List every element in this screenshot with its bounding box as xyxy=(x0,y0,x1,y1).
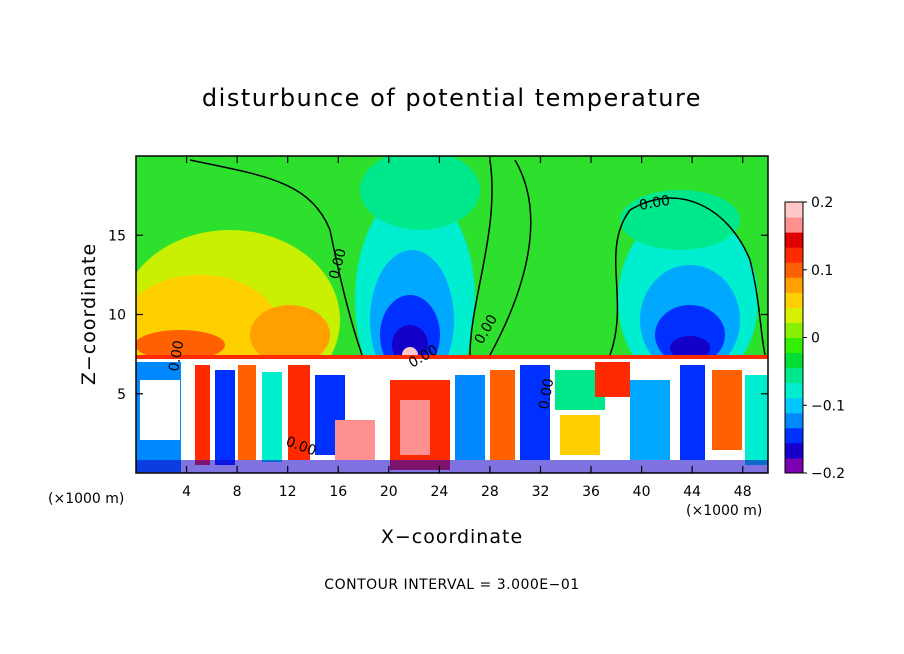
contour-interval-note: CONTOUR INTERVAL = 3.000E−01 xyxy=(324,577,580,593)
x-unit-right: (×1000 m) xyxy=(686,503,763,519)
x-tick-label: 28 xyxy=(481,484,499,500)
x-tick-label: 16 xyxy=(329,484,347,500)
colorbar-swatch xyxy=(785,337,803,354)
colorbar-tick-label: 0.2 xyxy=(811,195,833,211)
y-tick-label: 15 xyxy=(108,228,126,244)
contour-label: 0.00 xyxy=(326,247,350,281)
colorbar-swatch xyxy=(785,412,803,429)
colorbar-swatch xyxy=(785,232,803,248)
colorbar-swatch xyxy=(785,367,803,384)
x-tick-label: 44 xyxy=(683,484,701,500)
colorbar-tick-label: −0.1 xyxy=(811,398,845,414)
colorbar-swatch xyxy=(785,202,803,218)
colorbar: 0.2 0.1 0 −0.1 −0.2 xyxy=(784,195,845,482)
x-tick-label: 8 xyxy=(233,484,242,500)
colorbar-swatch xyxy=(785,397,803,414)
colorbar-swatch xyxy=(785,247,803,263)
x-axis-label: X−coordinate xyxy=(380,526,524,548)
colorbar-swatch xyxy=(785,262,803,278)
x-tick-label: 36 xyxy=(582,484,600,500)
x-tick-label: 48 xyxy=(734,484,752,500)
x-tick-label: 20 xyxy=(380,484,398,500)
x-tick-label: 24 xyxy=(430,484,448,500)
colorbar-swatch xyxy=(785,427,803,444)
chart-title: disturbunce of potential temperature xyxy=(201,84,703,112)
colorbar-swatch xyxy=(785,442,803,459)
x-tick-label: 4 xyxy=(182,484,191,500)
colorbar-swatch xyxy=(785,352,803,369)
colorbar-swatch xyxy=(785,322,803,338)
y-axis-label: Z−coordinate xyxy=(78,242,100,386)
x-tick-label: 12 xyxy=(279,484,297,500)
y-tick-label: 5 xyxy=(117,387,126,403)
colorbar-swatch xyxy=(785,277,803,293)
contour-label: 0.00 xyxy=(536,377,557,410)
plot-area xyxy=(136,156,768,473)
contour-label: 0.00 xyxy=(166,339,187,372)
contour-label: 0.00 xyxy=(638,193,671,214)
x-tick-label: 32 xyxy=(532,484,550,500)
x-unit-left: (×1000 m) xyxy=(48,491,125,507)
colorbar-swatch xyxy=(785,307,803,323)
colorbar-swatch xyxy=(785,292,803,308)
x-axis: 4 8 12 16 20 24 28 32 36 40 44 48 xyxy=(182,156,752,500)
colorbar-tick-label: −0.2 xyxy=(811,466,845,482)
colorbar-swatch xyxy=(785,382,803,399)
colorbar-swatch xyxy=(785,457,803,474)
colorbar-tick-label: 0 xyxy=(811,331,820,347)
x-tick-label: 40 xyxy=(633,484,651,500)
colorbar-swatch xyxy=(785,217,803,233)
colorbar-tick-label: 0.1 xyxy=(811,263,833,279)
y-axis: 5 10 15 xyxy=(108,228,768,403)
y-tick-label: 10 xyxy=(108,308,126,324)
